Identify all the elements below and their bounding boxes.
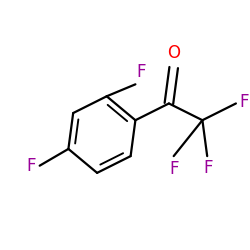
Text: F: F (240, 93, 249, 111)
Text: F: F (26, 157, 36, 175)
Text: F: F (204, 158, 213, 176)
Text: F: F (169, 160, 178, 178)
Text: O: O (167, 44, 180, 62)
Text: F: F (136, 63, 146, 81)
